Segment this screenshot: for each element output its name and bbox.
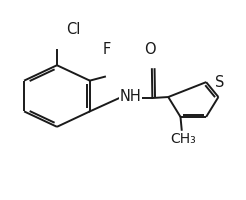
Text: F: F	[103, 42, 111, 57]
Text: Cl: Cl	[66, 22, 80, 37]
Text: CH₃: CH₃	[170, 132, 196, 146]
Text: NH: NH	[120, 89, 141, 104]
Text: S: S	[215, 75, 224, 90]
Text: O: O	[144, 42, 156, 57]
